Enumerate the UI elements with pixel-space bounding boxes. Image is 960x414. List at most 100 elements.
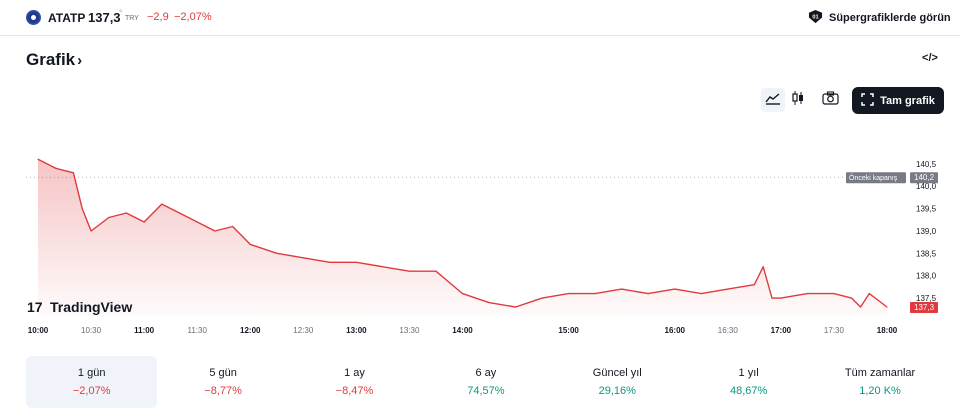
price-point — [231, 225, 234, 228]
price-area — [38, 159, 887, 316]
price-change: −2,9 — [147, 11, 169, 23]
candles-icon — [790, 90, 806, 111]
period-label: Güncel yıl — [592, 367, 642, 379]
price-point — [541, 297, 543, 299]
supercharts-link[interactable]: 01 Süpergrafiklerde görün — [808, 9, 951, 27]
price-point — [382, 266, 384, 268]
period-tab[interactable]: Güncel yıl 29,16% — [552, 356, 683, 408]
supercharts-label: Süpergrafiklerde görün — [829, 12, 951, 24]
price-point — [461, 293, 464, 295]
chevron-right-icon: › — [77, 52, 83, 69]
period-label: 1 ay — [344, 367, 365, 379]
period-change: 74,57% — [467, 385, 505, 397]
section-title-text: Grafik — [26, 50, 76, 69]
price-point — [408, 270, 411, 272]
x-tick-label: 16:30 — [718, 326, 739, 335]
x-tick-label: 13:00 — [346, 326, 367, 335]
price-point — [700, 293, 702, 295]
x-tick-label: 10:00 — [28, 326, 49, 335]
tradingview-wordmark: TradingView — [50, 299, 132, 315]
price-point — [302, 257, 304, 259]
previous-close-label: Önceki kapanış — [849, 174, 898, 182]
price-change-percent: −2,07% — [174, 11, 212, 23]
price-point — [727, 288, 729, 290]
camera-icon — [821, 90, 839, 110]
period-tab[interactable]: 1 ay −8,47% — [289, 356, 420, 408]
y-tick-label: 137,5 — [916, 294, 937, 303]
x-tick-label: 17:30 — [824, 326, 845, 335]
x-tick-label: 17:00 — [771, 326, 792, 335]
symbol-logo — [26, 10, 41, 25]
price-marker: ° — [119, 8, 123, 18]
previous-close-value-badge — [910, 172, 938, 184]
x-tick-label: 16:00 — [665, 326, 686, 335]
price-point — [196, 221, 198, 223]
period-tab[interactable]: Tüm zamanlar 1,20 K% — [814, 356, 945, 408]
period-tab[interactable]: 5 gün −8,77% — [157, 356, 288, 408]
price-point — [178, 212, 181, 214]
y-tick-label: 139,0 — [916, 227, 937, 236]
price-point — [108, 216, 110, 219]
price-point — [771, 297, 773, 299]
period-label: 1 yıl — [738, 367, 759, 379]
price-point — [37, 158, 39, 160]
price-point — [329, 261, 331, 263]
period-change: −8,77% — [204, 385, 242, 397]
price-point — [568, 293, 570, 295]
period-label: 5 gün — [209, 367, 237, 379]
price-point — [55, 167, 57, 169]
period-change: 48,67% — [729, 385, 768, 397]
price-point — [859, 306, 862, 308]
performance-periods: 1 gün −2,07% 5 gün −8,77% 1 ay −8,47% 6 ay 74,5… — [26, 356, 946, 408]
period-label: 1 gün — [77, 367, 106, 379]
full-chart-button[interactable]: Tam grafik — [852, 87, 944, 114]
period-label: Tüm zamanlar — [844, 367, 916, 379]
price-point — [161, 203, 163, 205]
y-tick-label: 140,5 — [916, 160, 937, 169]
period-change: 1,20 K% — [859, 385, 901, 397]
period-tab[interactable]: 1 yıl 48,67% — [683, 356, 814, 408]
x-tick-label: 10:30 — [81, 326, 102, 335]
price-point — [72, 172, 74, 174]
symbol-ticker[interactable]: ATATP — [48, 11, 86, 25]
price-point — [594, 293, 596, 295]
price-point — [214, 230, 216, 232]
price-point — [249, 243, 251, 245]
price-point — [81, 207, 83, 210]
price-point — [762, 266, 764, 268]
price-point — [125, 212, 128, 214]
price-point — [143, 221, 145, 223]
price-point — [886, 306, 888, 308]
full-chart-label: Tam grafik — [880, 94, 935, 107]
price-point — [806, 293, 809, 295]
area-chart-icon — [765, 91, 781, 110]
price-point — [833, 293, 835, 295]
x-tick-label: 13:30 — [399, 326, 420, 335]
period-tab[interactable]: 1 gün −2,07% — [26, 356, 158, 408]
fullscreen-icon — [861, 92, 874, 109]
last-price: 137,3 — [88, 10, 121, 25]
previous-close-badge — [846, 172, 906, 184]
svg-text:01: 01 — [812, 14, 818, 20]
tradingview-logo: 17 TradingView — [27, 299, 132, 315]
price-point — [488, 301, 490, 304]
x-tick-label: 11:00 — [134, 326, 155, 335]
period-label: 6 ay — [475, 367, 497, 379]
snapshot-button[interactable] — [818, 88, 842, 112]
price-point — [514, 306, 517, 308]
embed-code-button[interactable]: </> — [922, 52, 938, 64]
price-point — [851, 297, 853, 299]
x-tick-label: 12:00 — [240, 326, 261, 335]
price-point — [276, 252, 278, 254]
x-tick-label: 18:00 — [877, 326, 898, 335]
x-tick-label: 12:30 — [293, 326, 314, 335]
candles-chart-button[interactable] — [786, 88, 810, 112]
y-tick-label: 140,0 — [916, 182, 937, 191]
area-chart-button[interactable] — [761, 88, 785, 112]
chart-section-title[interactable]: Grafik › — [26, 50, 82, 70]
period-tab[interactable]: 6 ay 74,57% — [420, 356, 551, 408]
price-point — [780, 297, 782, 299]
supercharts-icon: 01 — [808, 9, 823, 27]
price-chart[interactable]: 140,5 140,0 139,5 139,0 138,5 138,0 137,5 Öncek… — [0, 120, 960, 340]
symbol-bar: ATATP 137,3 ° TRY −2,9 −2,07% 01 Süpergr… — [0, 0, 960, 36]
